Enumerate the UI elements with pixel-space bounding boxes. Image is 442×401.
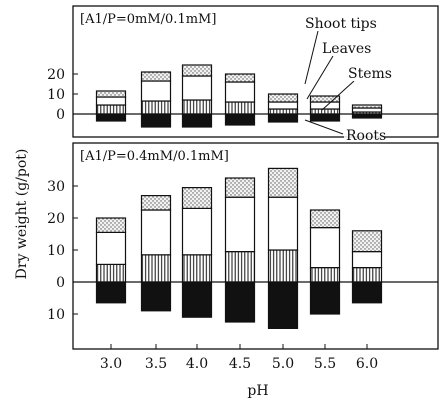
annotation-stems: Stems [348, 66, 392, 82]
bar-segment-stems [267, 108, 299, 115]
x-tick-label: 5.0 [272, 356, 294, 372]
bar-segment-shoot-tips [95, 90, 127, 98]
bar-segment-stems [140, 100, 172, 115]
bar-segment-stems [95, 104, 127, 115]
bar-segment-shoot-tips [224, 177, 256, 198]
bar-segment-shoot-tips [181, 64, 213, 77]
bar-segment-roots [181, 113, 213, 128]
bar-segment-shoot-tips [351, 104, 383, 109]
annotation-shoot-tips: Shoot tips [305, 16, 377, 32]
annotation-backdrop [303, 16, 383, 31]
x-tick-label: 4.0 [186, 356, 208, 372]
bar-segment-shoot-tips [267, 93, 299, 103]
annotation-backdrop [320, 41, 368, 56]
bar-segment-stems [224, 251, 256, 283]
y-tick-label: 20 [47, 67, 65, 83]
bar-segment-shoot-tips [309, 209, 341, 229]
bar-segment-roots [95, 113, 127, 122]
bar-segment-roots [181, 281, 213, 318]
x-tick-label: 3.5 [145, 356, 167, 372]
bar-segment-roots [267, 281, 299, 330]
bar-segment-shoot-tips [140, 195, 172, 211]
bar-segment-stems [95, 263, 127, 283]
y-tick-label: 10 [47, 243, 65, 259]
bar-segment-shoot-tips [309, 95, 341, 103]
bar-segment-roots [224, 113, 256, 126]
y-tick-label: 0 [56, 107, 65, 123]
y-tick-label: 30 [47, 179, 65, 195]
x-tick-label: 5.5 [314, 356, 336, 372]
bar-segment-leaves [224, 81, 256, 103]
top-panel: 0 10 20 [A1/P=0mM/0.1mM] Shoot tips Leaves Ste… [47, 5, 439, 144]
bar-segment-roots [267, 113, 299, 123]
bar-segment-shoot-tips [95, 217, 127, 233]
bar-segment-stems [181, 254, 213, 283]
y-axis-label: Dry weight (g/pot) [14, 149, 30, 280]
x-axis-ticks: 3.0 3.5 4.0 4.5 5.0 5.5 6.0 [100, 344, 378, 372]
panel-frame [72, 142, 439, 350]
y-tick-label: 20 [47, 211, 65, 227]
bar-segment-stems [309, 267, 341, 283]
annotation-backdrop [346, 66, 386, 81]
bar-segment-stems [351, 267, 383, 283]
bar-segment-leaves [267, 196, 299, 251]
y-tick-label: 10 [47, 87, 65, 103]
bar-segment-roots [140, 113, 172, 128]
bar-segment-stems [309, 108, 341, 115]
bar-segment-leaves [224, 196, 256, 253]
bar-segment-shoot-tips [181, 187, 213, 210]
annotation-leader-line [304, 119, 344, 135]
bar-segment-shoot-tips [224, 73, 256, 83]
annotation-roots: Roots [346, 128, 386, 144]
bar-segment-shoot-tips [351, 230, 383, 253]
bar-segment-roots [351, 281, 383, 304]
bar-segment-leaves [181, 207, 213, 256]
x-tick-label: 3.0 [100, 356, 122, 372]
bar-segment-leaves [140, 80, 172, 102]
y-tick-label: 0 [56, 275, 65, 291]
annotation-leaves: Leaves [322, 41, 371, 57]
bar-segment-roots [309, 113, 341, 122]
bar-segment-stems [224, 101, 256, 115]
bar-segment-stems [267, 249, 299, 283]
bar-segment-stems [181, 99, 213, 115]
x-tick-label: 4.5 [229, 356, 251, 372]
x-tick-label: 6.0 [356, 356, 378, 372]
bar-segment-leaves [95, 96, 127, 106]
panel-title: [A1/P=0.4mM/0.1mM] [80, 149, 229, 164]
bar-segment-roots [140, 281, 172, 312]
bar-segment-leaves [267, 101, 299, 110]
bar-segment-shoot-tips [267, 167, 299, 198]
annotation-leader-line [304, 30, 319, 85]
bar-segment-leaves [95, 231, 127, 265]
panel-title: [A1/P=0mM/0.1mM] [80, 12, 216, 27]
bar-segment-leaves [140, 209, 172, 256]
bar-segment-shoot-tips [140, 71, 172, 82]
x-axis-label: pH [247, 383, 268, 399]
bar-segment-stems [140, 254, 172, 283]
bar-segment-leaves [181, 75, 213, 101]
annotation-leader-line [321, 80, 355, 111]
bar-segment-roots [95, 281, 127, 304]
bar-segment-leaves [309, 227, 341, 269]
annotation-leader-line [306, 55, 334, 100]
bar-segment-roots [309, 281, 341, 315]
bottom-panel: 10 0 10 20 30 [A1/P=0.4mM/0.1mM] [47, 142, 439, 350]
bar-segment-roots [351, 113, 383, 119]
bar-segment-leaves [351, 251, 383, 269]
panel-frame [72, 5, 439, 138]
bar-segment-roots [224, 281, 256, 323]
y-tick-label: 10 [47, 307, 65, 323]
annotation-backdrop [344, 128, 384, 143]
